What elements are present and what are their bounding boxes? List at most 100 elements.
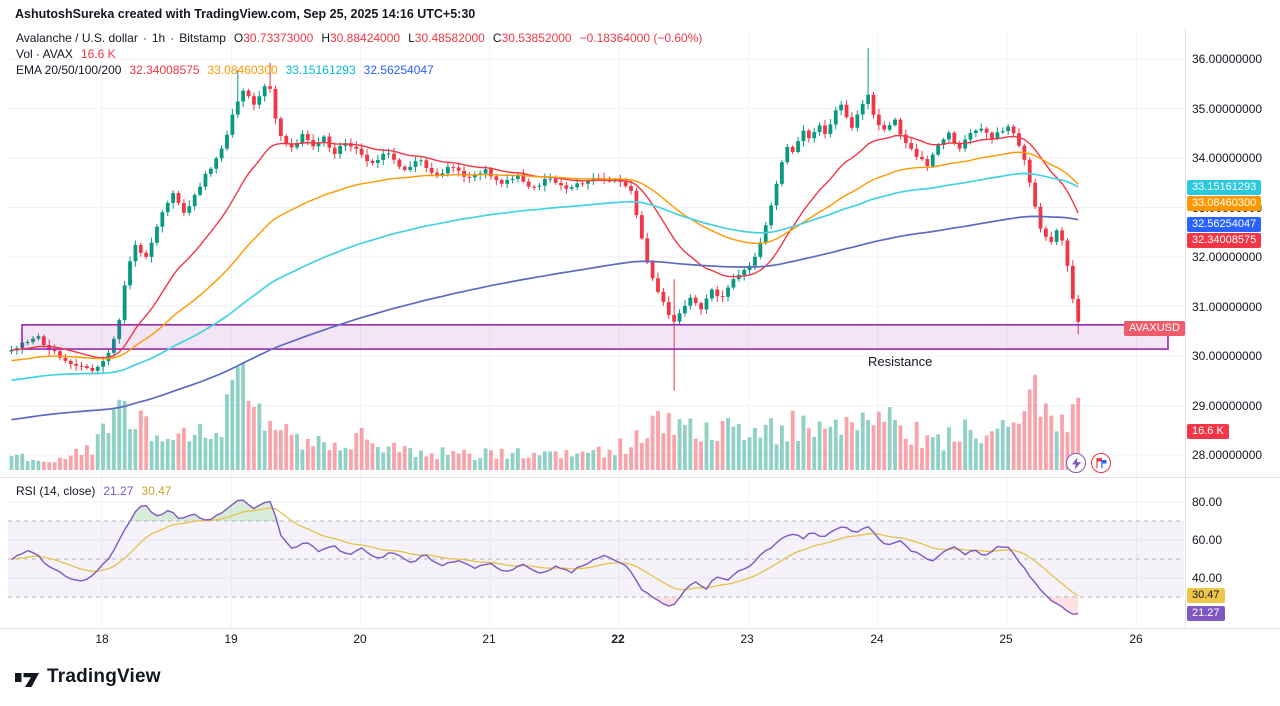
candle-body bbox=[25, 342, 30, 344]
volume-bar bbox=[1038, 416, 1043, 470]
symbol-legend[interactable]: Avalanche / U.S. dollar · 1h · Bitstamp … bbox=[16, 31, 702, 45]
candle-body bbox=[704, 298, 709, 310]
volume-bar bbox=[386, 446, 391, 470]
volume-bar bbox=[58, 457, 62, 470]
candle-body bbox=[1027, 159, 1032, 183]
rsi-legend[interactable]: RSI (14, close) 21.27 30.47 bbox=[16, 484, 171, 498]
candle-body bbox=[192, 194, 197, 207]
volume-bar bbox=[860, 412, 865, 470]
volume-legend[interactable]: Vol · AVAX 16.6 K bbox=[16, 47, 116, 61]
candle-body bbox=[198, 186, 202, 195]
ema100-line[interactable] bbox=[11, 172, 1079, 381]
resistance-zone[interactable] bbox=[21, 324, 1169, 350]
candle-body bbox=[1011, 126, 1016, 134]
candle-body bbox=[1065, 240, 1070, 266]
ema200-line[interactable] bbox=[11, 215, 1079, 421]
volume-bar bbox=[1054, 431, 1059, 470]
price-axis-label: 34.00000000 bbox=[1192, 151, 1263, 165]
candle-body bbox=[650, 262, 655, 279]
volume-bar bbox=[963, 419, 967, 470]
volume-bar bbox=[192, 434, 197, 470]
volume-bar bbox=[36, 460, 41, 470]
volume-bar bbox=[9, 455, 14, 470]
volume-bar bbox=[645, 438, 650, 470]
tradingview-logo[interactable]: TradingView bbox=[14, 664, 161, 690]
volume-bar bbox=[1022, 411, 1027, 470]
candle-body bbox=[499, 180, 504, 184]
rsi-pane[interactable] bbox=[8, 499, 1184, 616]
volume-bar bbox=[316, 436, 321, 470]
candle-body bbox=[225, 134, 229, 149]
candle-body bbox=[36, 336, 41, 339]
candle-body bbox=[763, 225, 768, 243]
volume-bar bbox=[343, 447, 348, 470]
candle-body bbox=[494, 176, 499, 181]
volume-series[interactable] bbox=[9, 363, 1081, 470]
volume-bar bbox=[693, 438, 698, 470]
time-axis-label: 22 bbox=[611, 632, 625, 646]
volume-bar bbox=[214, 432, 219, 470]
volume-bar bbox=[63, 458, 68, 470]
candle-body bbox=[165, 202, 170, 213]
candle-body bbox=[839, 104, 844, 111]
candle-body bbox=[419, 160, 423, 162]
volume-bar bbox=[677, 419, 682, 470]
candle-body bbox=[1033, 182, 1038, 207]
volume-bar bbox=[882, 421, 887, 470]
candle-body bbox=[887, 125, 892, 130]
volume-bar bbox=[925, 435, 930, 470]
candle-body bbox=[569, 187, 574, 189]
candle-series[interactable] bbox=[9, 48, 1081, 391]
candle-body bbox=[731, 279, 736, 288]
time-axis-label: 23 bbox=[740, 632, 754, 646]
candle-body bbox=[979, 128, 984, 131]
candle-body bbox=[537, 185, 542, 187]
volume-bar bbox=[532, 452, 536, 470]
symbol-name[interactable]: Avalanche / U.S. dollar bbox=[16, 31, 138, 45]
volume-bar bbox=[392, 442, 396, 470]
flags-icon[interactable] bbox=[1091, 453, 1111, 473]
candle-body bbox=[117, 320, 122, 340]
candle-body bbox=[952, 132, 957, 143]
candle-body bbox=[1054, 230, 1059, 242]
volume-bar bbox=[542, 451, 547, 470]
candle-body bbox=[656, 278, 660, 292]
volume-bar bbox=[20, 453, 25, 470]
rsi-line[interactable] bbox=[11, 499, 1079, 616]
candle-body bbox=[521, 174, 526, 182]
candle-body bbox=[381, 153, 386, 160]
candle-body bbox=[429, 167, 434, 173]
volume-bar bbox=[14, 454, 19, 470]
candle-body bbox=[898, 119, 903, 135]
interval-label[interactable]: 1h bbox=[151, 31, 166, 45]
candle-body bbox=[957, 142, 962, 149]
exchange-label[interactable]: Bitstamp bbox=[179, 31, 226, 45]
candle-body bbox=[973, 130, 978, 134]
volume-bar bbox=[338, 450, 343, 470]
lightning-icon[interactable] bbox=[1066, 453, 1086, 473]
volume-bar bbox=[235, 366, 240, 470]
volume-bar bbox=[758, 437, 763, 470]
volume-bar bbox=[424, 456, 429, 470]
volume-label: Vol · AVAX bbox=[16, 47, 73, 61]
volume-bar bbox=[1027, 389, 1032, 470]
volume-bar bbox=[887, 407, 892, 470]
volume-bar bbox=[866, 419, 871, 470]
volume-bar bbox=[445, 455, 450, 470]
volume-bar bbox=[381, 452, 386, 470]
volume-bar bbox=[823, 428, 827, 470]
volume-bar bbox=[666, 412, 671, 470]
ema-legend[interactable]: EMA 20/50/100/200 32.34008575 33.0846030… bbox=[16, 63, 434, 77]
ema50-line[interactable] bbox=[11, 151, 1079, 362]
rsi-ma-line[interactable] bbox=[11, 507, 1079, 597]
volume-bar bbox=[278, 430, 283, 470]
candle-body bbox=[1076, 298, 1081, 322]
candle-body bbox=[90, 367, 95, 371]
candle-body bbox=[742, 269, 747, 276]
ema-lines[interactable] bbox=[11, 134, 1079, 421]
candle-body bbox=[586, 180, 590, 184]
volume-bar bbox=[623, 453, 628, 470]
candle-body bbox=[359, 148, 364, 155]
candle-body bbox=[909, 143, 914, 149]
